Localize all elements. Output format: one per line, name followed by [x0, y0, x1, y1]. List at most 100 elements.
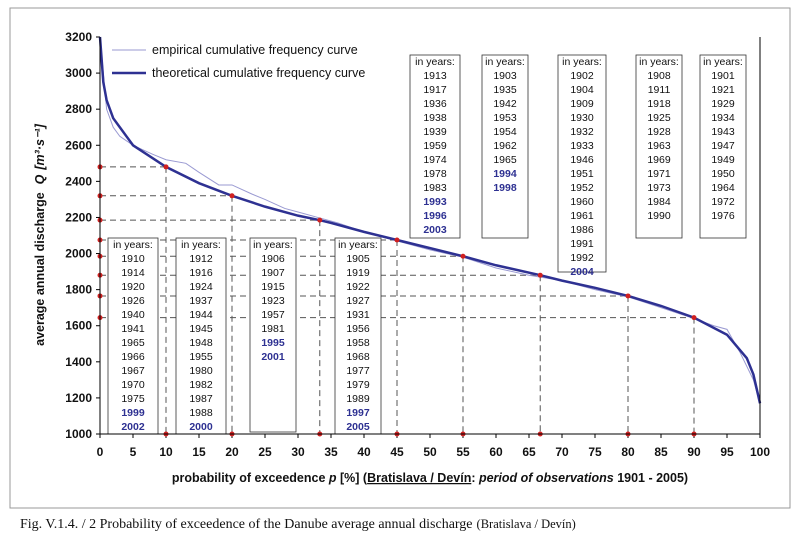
year: 1919: [346, 267, 370, 279]
y-tick-label: 1000: [65, 427, 92, 441]
x-tick-label: 5: [130, 445, 137, 459]
recent-year: 2002: [121, 421, 145, 433]
y-tick-label: 1800: [65, 283, 92, 297]
year: 1907: [261, 267, 285, 279]
year: 1987: [189, 393, 213, 405]
x-tick-label: 65: [522, 445, 536, 459]
year: 1951: [570, 168, 594, 180]
year: 1947: [711, 140, 735, 152]
x-tick-label: 95: [720, 445, 734, 459]
year-box: [635, 54, 683, 239]
year: 1918: [647, 98, 671, 110]
y-tick-label: 2000: [65, 247, 92, 261]
y-tick-label: 2200: [65, 210, 92, 224]
x-tick-label: 75: [588, 445, 602, 459]
year: 1921: [711, 84, 735, 96]
year: 1980: [189, 365, 213, 377]
y-tick-label: 1200: [65, 391, 92, 405]
year: 1986: [570, 224, 594, 236]
year: 1964: [711, 182, 735, 194]
year: 1914: [121, 267, 145, 279]
year-box: [699, 54, 747, 239]
x-tick-label: 25: [258, 445, 272, 459]
year: 1957: [261, 309, 285, 321]
year: 1941: [121, 323, 145, 335]
year: 1917: [423, 84, 447, 96]
year: 1933: [570, 140, 594, 152]
year: 1952: [570, 182, 594, 194]
y-tick-label: 3200: [65, 30, 92, 44]
year: 1926: [121, 295, 145, 307]
year: 1954: [493, 126, 517, 138]
year: 1978: [423, 168, 447, 180]
year: 1977: [346, 365, 370, 377]
recent-year: 2004: [570, 266, 594, 278]
year: 1974: [423, 154, 447, 166]
y-tick-label: 3000: [65, 66, 92, 80]
year: 1981: [261, 323, 285, 335]
x-label-part: Bratislava / Devín: [367, 471, 471, 485]
year: 1989: [346, 393, 370, 405]
year: 1903: [493, 70, 517, 82]
year: 1984: [647, 196, 671, 208]
year: 1950: [711, 168, 735, 180]
y-tick-label: 2600: [65, 138, 92, 152]
year: 1946: [570, 154, 594, 166]
year: 1929: [711, 98, 735, 110]
reference-point: [537, 272, 543, 278]
recent-year: 1998: [493, 182, 517, 194]
year-box-label: in years:: [338, 239, 378, 251]
year: 1972: [711, 196, 735, 208]
year: 1965: [493, 154, 517, 166]
recent-year: 1997: [346, 407, 370, 419]
x-tick-label: 20: [225, 445, 239, 459]
year: 1923: [261, 295, 285, 307]
year: 1927: [346, 295, 370, 307]
x-tick-label: 60: [489, 445, 503, 459]
year: 1924: [189, 281, 213, 293]
recent-year: 2003: [423, 224, 447, 236]
year: 1969: [647, 154, 671, 166]
x-tick-label: 30: [291, 445, 305, 459]
year: 1967: [121, 365, 145, 377]
year: 1953: [493, 112, 517, 124]
year: 1901: [711, 70, 735, 82]
x-tick-label: 50: [423, 445, 437, 459]
x-label-part: [%] (: [337, 471, 368, 485]
year: 1940: [121, 309, 145, 321]
reference-point: [625, 293, 631, 299]
year-box-label: in years:: [415, 56, 455, 68]
reference-point: [460, 253, 466, 259]
year-box: [249, 237, 297, 433]
year: 1922: [346, 281, 370, 293]
year: 1975: [121, 393, 145, 405]
year: 1934: [711, 112, 735, 124]
year: 1943: [711, 126, 735, 138]
recent-year: 2005: [346, 421, 370, 433]
x-tick-label: 15: [192, 445, 206, 459]
y-tick-label: 2400: [65, 174, 92, 188]
x-tick-label: 10: [159, 445, 173, 459]
year: 1905: [346, 253, 370, 265]
y-tick-label: 1600: [65, 319, 92, 333]
year: 1916: [189, 267, 213, 279]
year-box: [409, 54, 461, 239]
caption-main: Fig. V.1.4. / 2 Probability of exceedenc…: [20, 517, 473, 532]
year: 1963: [647, 140, 671, 152]
recent-year: 1994: [493, 168, 517, 180]
x-tick-label: 40: [357, 445, 371, 459]
year: 1971: [647, 168, 671, 180]
year: 1932: [570, 126, 594, 138]
recent-year: 2000: [189, 421, 213, 433]
year: 1909: [570, 98, 594, 110]
y-label-symbol: Q: [33, 174, 47, 184]
x-label-part: 1901 - 2005): [614, 471, 688, 485]
year: 1911: [648, 84, 671, 96]
year-box: [481, 54, 529, 239]
x-axis-label: probability of exceedence p [%] (Bratisl…: [172, 471, 688, 485]
x-tick-label: 45: [390, 445, 404, 459]
year: 1956: [346, 323, 370, 335]
x-tick-label: 55: [456, 445, 470, 459]
year: 1949: [711, 154, 735, 166]
